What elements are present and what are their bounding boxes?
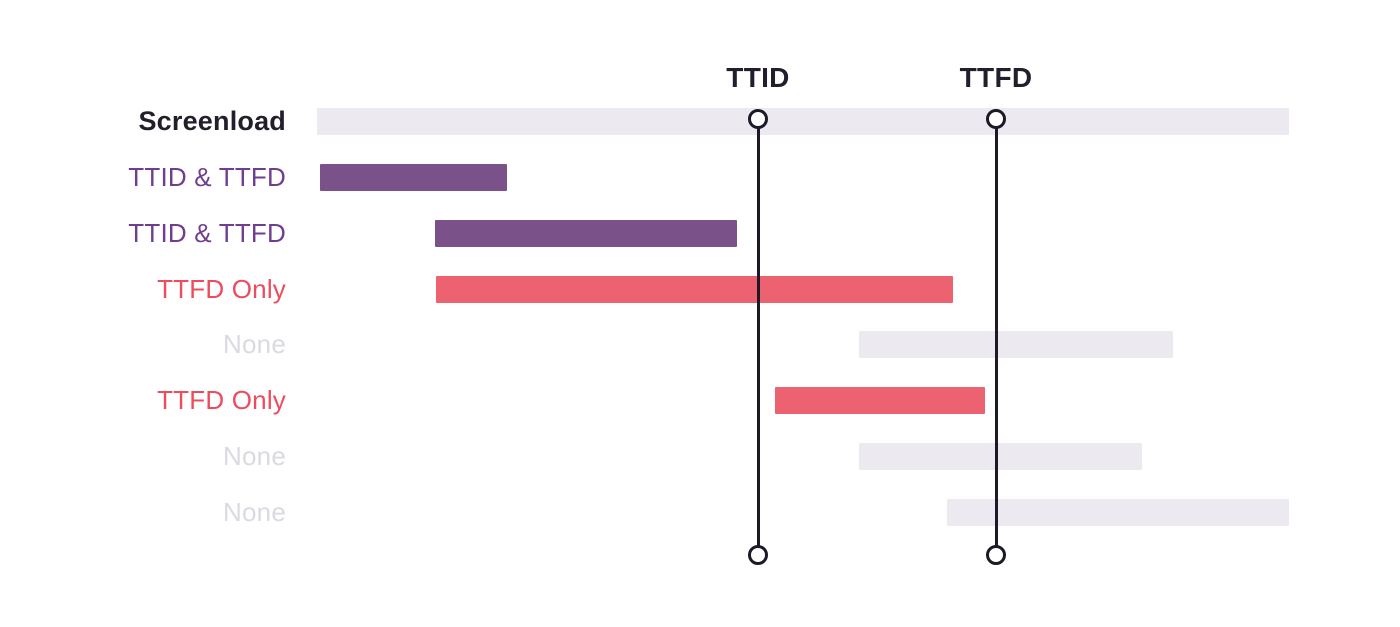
marker-circle-ttid-bottom bbox=[748, 545, 768, 565]
marker-circle-ttfd-top bbox=[986, 109, 1006, 129]
span-bar-none-7 bbox=[947, 499, 1289, 526]
row-label-none-7: None bbox=[223, 497, 286, 527]
marker-label-ttfd: TTFD bbox=[959, 62, 1033, 93]
row-label-none-6: None bbox=[223, 441, 286, 471]
row-label-ttfd-only-3: TTFD Only bbox=[157, 274, 286, 304]
row-label-screenload-track-0: Screenload bbox=[138, 106, 286, 136]
marker-circle-ttfd-bottom bbox=[986, 545, 1006, 565]
row-label-ttid-and-ttfd-1: TTID & TTFD bbox=[128, 162, 286, 192]
span-bar-screenload-track-0 bbox=[317, 108, 1289, 135]
span-bar-ttfd-only-5 bbox=[775, 387, 985, 414]
row-label-ttfd-only-5: TTFD Only bbox=[157, 385, 286, 415]
span-bar-ttfd-only-3 bbox=[436, 276, 953, 303]
marker-circle-ttid-top bbox=[748, 109, 768, 129]
marker-line-ttid bbox=[757, 119, 760, 555]
span-bar-ttid-and-ttfd-2 bbox=[435, 220, 737, 247]
span-bar-ttid-and-ttfd-1 bbox=[320, 164, 507, 191]
row-label-ttid-and-ttfd-2: TTID & TTFD bbox=[128, 218, 286, 248]
marker-line-ttfd bbox=[995, 119, 998, 555]
row-label-none-4: None bbox=[223, 329, 286, 359]
span-bar-none-4 bbox=[859, 331, 1173, 358]
span-bar-none-6 bbox=[859, 443, 1142, 470]
marker-label-ttid: TTID bbox=[726, 62, 790, 93]
